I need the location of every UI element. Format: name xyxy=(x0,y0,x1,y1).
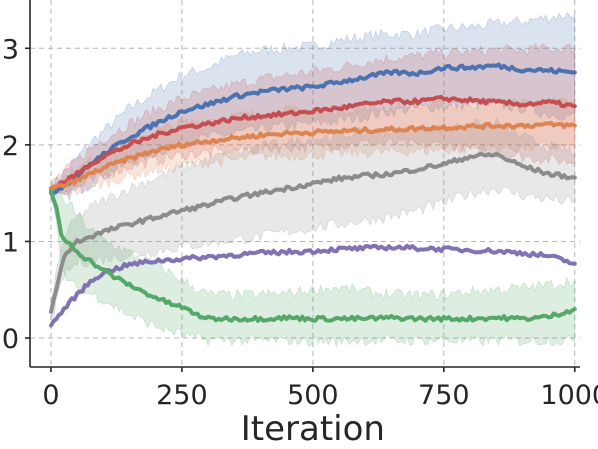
series-3-line xyxy=(49,151,577,314)
x-tick-label-1: 250 xyxy=(156,380,208,411)
series-5-line xyxy=(49,189,577,323)
confidence-bands xyxy=(50,12,576,349)
x-tick-label-2: 500 xyxy=(287,380,339,411)
x-axis-label: Iteration xyxy=(241,409,385,449)
y-tick-label-2: 2 xyxy=(2,131,19,162)
series-1-line xyxy=(49,94,577,191)
y-tick-label-1: 1 xyxy=(2,227,19,258)
series-1-band xyxy=(50,42,576,196)
x-tick-label-0: 0 xyxy=(42,380,59,411)
x-tick-label-3: 750 xyxy=(418,380,470,411)
y-tick-label-0: 0 xyxy=(2,324,19,355)
series-0-line xyxy=(49,62,577,196)
series-3-band xyxy=(50,117,576,325)
series-4-line xyxy=(49,243,577,328)
y-tick-label-3: 3 xyxy=(2,34,19,65)
series-lines xyxy=(49,62,577,328)
series-2-line xyxy=(49,120,577,191)
series-0-band xyxy=(50,12,576,202)
